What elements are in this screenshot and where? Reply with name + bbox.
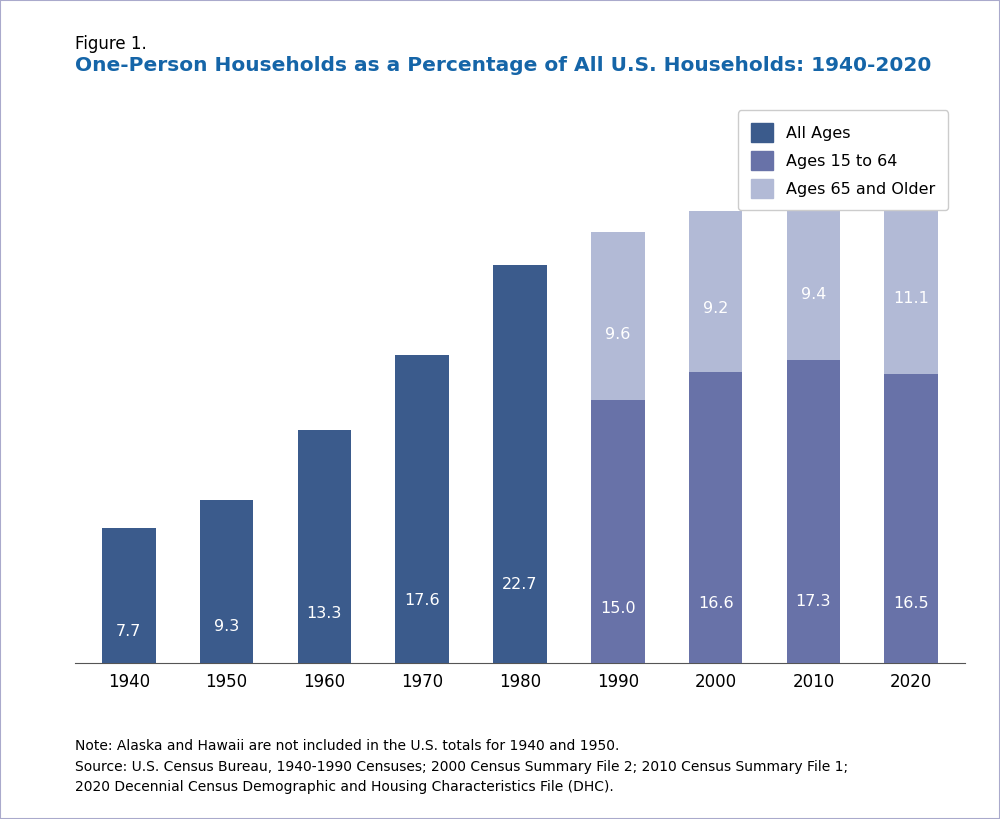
Bar [787,360,840,663]
Bar [591,232,645,400]
Bar [884,374,938,663]
Bar [689,373,742,663]
Text: 7.7: 7.7 [116,624,141,639]
Text: 13.3: 13.3 [307,606,342,622]
Text: 17.3: 17.3 [796,594,831,609]
Text: 22.7: 22.7 [502,577,538,592]
Bar [298,430,351,663]
Text: 9.2: 9.2 [703,301,728,316]
Text: 11.1: 11.1 [893,291,929,306]
Text: 9.3: 9.3 [214,619,239,634]
Text: Figure 1.: Figure 1. [75,35,147,53]
Text: 16.5: 16.5 [893,596,929,611]
Bar [102,528,156,663]
Text: 17.6: 17.6 [404,593,440,608]
Text: Source: U.S. Census Bureau, 1940-1990 Censuses; 2000 Census Summary File 2; 2010: Source: U.S. Census Bureau, 1940-1990 Ce… [75,760,848,774]
Bar [591,400,645,663]
Text: 9.4: 9.4 [801,287,826,302]
Bar [200,500,253,663]
Text: One-Person Households as a Percentage of All U.S. Households: 1940-2020: One-Person Households as a Percentage of… [75,56,931,75]
Bar [689,211,742,373]
Bar [395,355,449,663]
Bar [787,195,840,360]
Bar [884,179,938,374]
Legend: All Ages, Ages 15 to 64, Ages 65 and Older: All Ages, Ages 15 to 64, Ages 65 and Old… [738,111,948,210]
Text: 16.6: 16.6 [698,596,733,611]
Text: Note: Alaska and Hawaii are not included in the U.S. totals for 1940 and 1950.: Note: Alaska and Hawaii are not included… [75,739,619,753]
Bar [493,265,547,663]
Text: 9.6: 9.6 [605,327,630,342]
Text: 15.0: 15.0 [600,601,636,616]
Text: 2020 Decennial Census Demographic and Housing Characteristics File (DHC).: 2020 Decennial Census Demographic and Ho… [75,780,614,794]
